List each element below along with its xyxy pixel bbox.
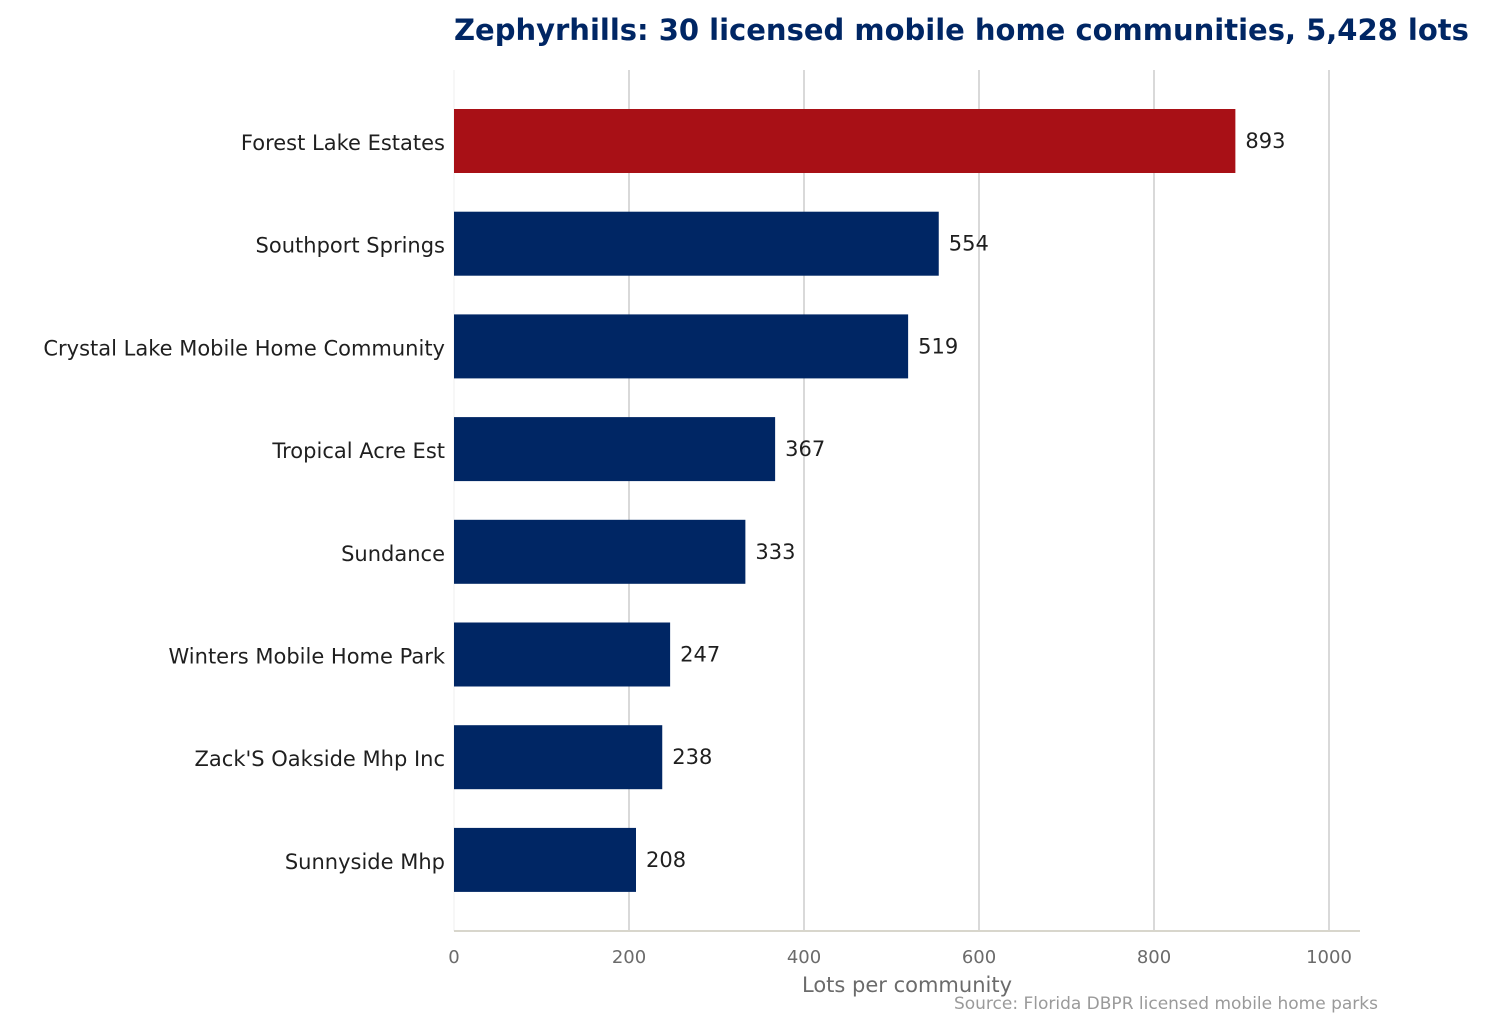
bar bbox=[454, 622, 671, 687]
x-tick-label: 200 bbox=[612, 947, 646, 968]
bar bbox=[454, 109, 1236, 173]
category-label: Sundance bbox=[341, 542, 445, 566]
value-label: 333 bbox=[755, 540, 795, 564]
value-label: 238 bbox=[672, 745, 712, 769]
category-label: Winters Mobile Home Park bbox=[169, 645, 446, 669]
category-label: Forest Lake Estates bbox=[241, 131, 445, 155]
category-label: Southport Springs bbox=[256, 234, 445, 258]
bars bbox=[454, 109, 1236, 892]
category-label: Sunnyside Mhp bbox=[285, 850, 445, 874]
labels: 893 Forest Lake Estates 554 Southport Sprin… bbox=[43, 129, 1285, 874]
x-tick-label: 800 bbox=[1137, 947, 1171, 968]
bar bbox=[454, 417, 776, 482]
category-label: Crystal Lake Mobile Home Community bbox=[43, 336, 445, 360]
gridlines bbox=[453, 70, 1330, 931]
bar bbox=[454, 211, 939, 276]
bar bbox=[454, 314, 909, 379]
chart-title: Zephyrhills: 30 licensed mobile home com… bbox=[454, 13, 1469, 47]
value-label: 367 bbox=[785, 437, 825, 461]
value-label: 554 bbox=[949, 232, 989, 256]
source-note: Source: Florida DBPR licensed mobile hom… bbox=[954, 994, 1378, 1014]
x-tick-labels: 0 200 400 600 800 1000 bbox=[448, 947, 1352, 968]
bar bbox=[454, 827, 636, 892]
x-axis-title: Lots per community bbox=[802, 973, 1012, 997]
category-label: Tropical Acre Est bbox=[271, 439, 445, 463]
x-tick-label: 400 bbox=[787, 947, 821, 968]
category-label: Zack'S Oakside Mhp Inc bbox=[195, 747, 445, 771]
x-tick-label: 600 bbox=[962, 947, 996, 968]
value-label: 208 bbox=[646, 848, 686, 872]
x-tick-label: 1000 bbox=[1306, 947, 1352, 968]
bar bbox=[454, 519, 746, 584]
value-label: 247 bbox=[680, 643, 720, 667]
value-label: 519 bbox=[918, 334, 958, 358]
x-tick-label: 0 bbox=[448, 947, 459, 968]
bar bbox=[454, 725, 663, 790]
value-label: 893 bbox=[1245, 129, 1285, 153]
